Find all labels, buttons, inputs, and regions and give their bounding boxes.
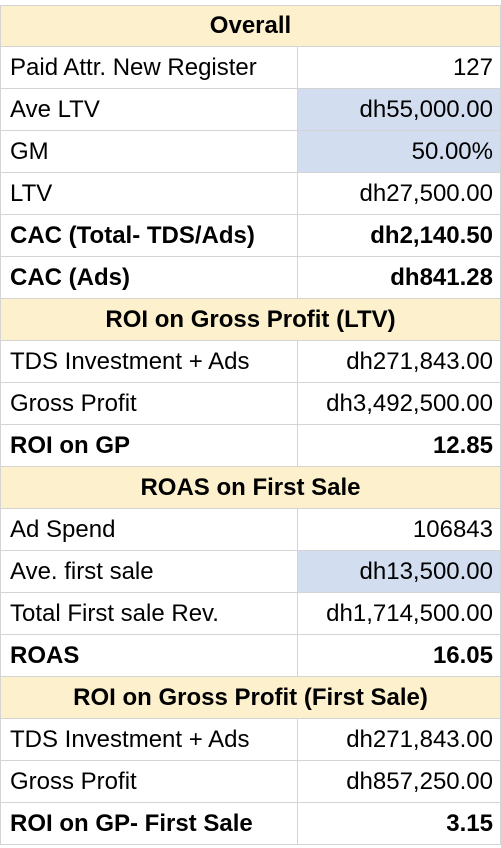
table-row: Ad Spend 106843 [0, 509, 501, 551]
table-row: Gross Profit dh857,250.00 [0, 761, 501, 803]
table-row: Total First sale Rev. dh1,714,500.00 [0, 593, 501, 635]
row-label-cell[interactable]: GM [0, 131, 298, 173]
row-value-cell[interactable]: dh271,843.00 [298, 341, 501, 383]
row-label-cell[interactable]: Ave LTV [0, 89, 298, 131]
table-row: CAC (Total- TDS/Ads) dh2,140.50 [0, 215, 501, 257]
row-label-cell[interactable]: Paid Attr. New Register [0, 47, 298, 89]
row-label-cell[interactable]: ROAS [0, 635, 298, 677]
table-row: LTV dh27,500.00 [0, 173, 501, 215]
row-label-cell[interactable]: Ave. first sale [0, 551, 298, 593]
row-label-cell[interactable]: Gross Profit [0, 761, 298, 803]
section-header-cell[interactable]: ROI on Gross Profit (First Sale) [0, 677, 501, 719]
row-value-cell[interactable]: 16.05 [298, 635, 501, 677]
row-value-cell[interactable]: dh857,250.00 [298, 761, 501, 803]
row-value-cell[interactable]: 3.15 [298, 803, 501, 845]
table-row: Gross Profit dh3,492,500.00 [0, 383, 501, 425]
table-row: GM 50.00% [0, 131, 501, 173]
row-label-cell[interactable]: Gross Profit [0, 383, 298, 425]
table-row: ROAS 16.05 [0, 635, 501, 677]
row-label-cell[interactable]: ROI on GP- First Sale [0, 803, 298, 845]
row-label-cell[interactable]: Total First sale Rev. [0, 593, 298, 635]
section-header-row: ROI on Gross Profit (LTV) [0, 299, 501, 341]
table-row: Ave LTV dh55,000.00 [0, 89, 501, 131]
section-header-cell[interactable]: ROAS on First Sale [0, 467, 501, 509]
row-value-cell[interactable]: dh1,714,500.00 [298, 593, 501, 635]
row-label-cell[interactable]: TDS Investment + Ads [0, 719, 298, 761]
table-row: CAC (Ads) dh841.28 [0, 257, 501, 299]
input-value-cell[interactable]: 50.00% [298, 131, 501, 173]
table-row: Paid Attr. New Register 127 [0, 47, 501, 89]
row-label-cell[interactable]: TDS Investment + Ads [0, 341, 298, 383]
input-value-cell[interactable]: dh13,500.00 [298, 551, 501, 593]
row-value-cell[interactable]: 106843 [298, 509, 501, 551]
row-value-cell[interactable]: dh27,500.00 [298, 173, 501, 215]
row-value-cell[interactable]: 127 [298, 47, 501, 89]
table-row: TDS Investment + Ads dh271,843.00 [0, 341, 501, 383]
row-value-cell[interactable]: dh3,492,500.00 [298, 383, 501, 425]
row-value-cell[interactable]: dh271,843.00 [298, 719, 501, 761]
table-row: Ave. first sale dh13,500.00 [0, 551, 501, 593]
table-row: TDS Investment + Ads dh271,843.00 [0, 719, 501, 761]
section-header-row: ROAS on First Sale [0, 467, 501, 509]
row-label-cell[interactable]: LTV [0, 173, 298, 215]
table-row: ROI on GP 12.85 [0, 425, 501, 467]
section-header-cell[interactable]: ROI on Gross Profit (LTV) [0, 299, 501, 341]
row-label-cell[interactable]: Ad Spend [0, 509, 298, 551]
input-value-cell[interactable]: dh55,000.00 [298, 89, 501, 131]
section-header-cell[interactable]: Overall [0, 6, 501, 47]
section-header-row: Overall [0, 5, 501, 47]
section-header-row: ROI on Gross Profit (First Sale) [0, 677, 501, 719]
table-row: ROI on GP- First Sale 3.15 [0, 803, 501, 845]
row-label-cell[interactable]: CAC (Total- TDS/Ads) [0, 215, 298, 257]
row-value-cell[interactable]: dh841.28 [298, 257, 501, 299]
row-label-cell[interactable]: ROI on GP [0, 425, 298, 467]
row-value-cell[interactable]: 12.85 [298, 425, 501, 467]
row-value-cell[interactable]: dh2,140.50 [298, 215, 501, 257]
row-label-cell[interactable]: CAC (Ads) [0, 257, 298, 299]
